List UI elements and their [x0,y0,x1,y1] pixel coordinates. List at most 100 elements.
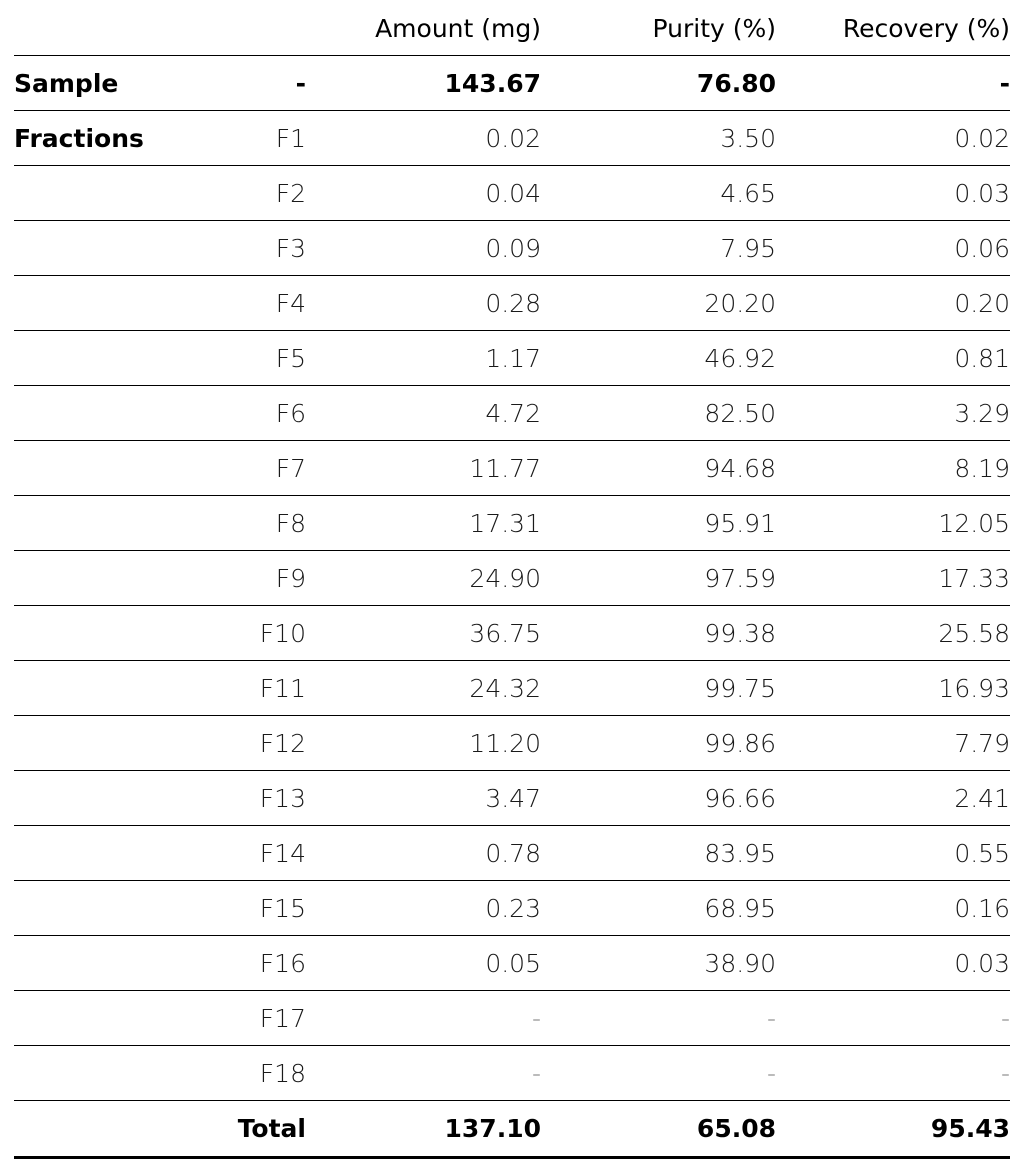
row-group-cell [14,275,174,331]
total-amount: 137.10 [306,1100,541,1159]
sample-amount: 143.67 [306,55,541,111]
recovery-cell: 0.20 [776,275,1010,331]
table-row: F7 11.77 94.68 8.19 [14,440,1010,496]
table-row: F10 36.75 99.38 25.58 [14,605,1010,661]
amount-cell: 24.32 [306,660,541,716]
recovery-cell: - [776,1045,1010,1101]
purity-cell: 99.86 [541,715,776,771]
header-purity: Purity (%) [541,0,776,56]
recovery-cell: 0.03 [776,165,1010,221]
fraction-cell: F18 [174,1045,306,1101]
recovery-cell: 3.29 [776,385,1010,441]
recovery-cell: 2.41 [776,770,1010,826]
recovery-cell: 8.19 [776,440,1010,496]
row-group-cell [14,330,174,386]
fraction-cell: F12 [174,715,306,771]
recovery-cell: 0.81 [776,330,1010,386]
row-group-cell [14,165,174,221]
row-group-cell [14,660,174,716]
purity-cell: 99.38 [541,605,776,661]
table-row: F18- - - [14,1045,1010,1101]
recovery-cell: 0.03 [776,935,1010,991]
fraction-cell: F10 [174,605,306,661]
purity-cell: 95.91 [541,495,776,551]
amount-cell: 36.75 [306,605,541,661]
purity-cell: 97.59 [541,550,776,606]
row-group-cell [14,825,174,881]
amount-cell: 11.77 [306,440,541,496]
amount-cell: 0.28 [306,275,541,331]
row-group-cell [14,880,174,936]
amount-cell: 3.47 [306,770,541,826]
table-row: Fractions F1 0.02 3.50 0.02 [14,110,1010,166]
recovery-cell: 7.79 [776,715,1010,771]
header-amount: Amount (mg) [306,0,541,56]
recovery-cell: 0.06 [776,220,1010,276]
amount-cell: 0.05 [306,935,541,991]
fraction-cell: F15 [174,880,306,936]
header-blank-1 [14,0,174,56]
amount-cell: 0.78 [306,825,541,881]
recovery-cell: - [776,990,1010,1046]
fraction-cell: F4 [174,275,306,331]
fraction-cell: F11 [174,660,306,716]
purity-cell: 83.95 [541,825,776,881]
sample-fraction: - [174,55,306,111]
purity-cell: 96.66 [541,770,776,826]
purity-cell: 99.75 [541,660,776,716]
fraction-cell: F17 [174,990,306,1046]
amount-cell: 11.20 [306,715,541,771]
row-group-cell [14,440,174,496]
table-row: F3 0.09 7.95 0.06 [14,220,1010,276]
table-row: F6 4.72 82.50 3.29 [14,385,1010,441]
sample-row: Sample - 143.67 76.80 - [14,55,1010,111]
purity-cell: - [541,1045,776,1101]
row-group-cell [14,550,174,606]
total-purity: 65.08 [541,1100,776,1159]
recovery-cell: 12.05 [776,495,1010,551]
purity-cell: 46.92 [541,330,776,386]
row-group-cell [14,495,174,551]
row-group-cell [14,605,174,661]
amount-cell: 24.90 [306,550,541,606]
table-row: F13 3.47 96.66 2.41 [14,770,1010,826]
header-row: Amount (mg) Purity (%) Recovery (%) [14,0,1010,56]
row-group-cell [14,220,174,276]
fractions-label: Fractions [14,110,174,166]
recovery-cell: 0.02 [776,110,1010,166]
purity-cell: - [541,990,776,1046]
table-row: F8 17.31 95.91 12.05 [14,495,1010,551]
table-row: F14 0.78 83.95 0.55 [14,825,1010,881]
fraction-cell: F9 [174,550,306,606]
fraction-cell: F8 [174,495,306,551]
amount-cell: - [306,990,541,1046]
fraction-cell: F7 [174,440,306,496]
table-header: Amount (mg) Purity (%) Recovery (%) [14,0,1010,56]
row-group-cell [14,935,174,991]
fraction-cell: F16 [174,935,306,991]
sample-recovery: - [776,55,1010,111]
amount-cell: 4.72 [306,385,541,441]
results-table-container: Amount (mg) Purity (%) Recovery (%) Samp… [14,0,1010,1159]
fraction-cell: F5 [174,330,306,386]
purity-cell: 82.50 [541,385,776,441]
table-row: F15 0.23 68.95 0.16 [14,880,1010,936]
recovery-cell: 16.93 [776,660,1010,716]
row-group-cell [14,770,174,826]
table-row: F2 0.04 4.65 0.03 [14,165,1010,221]
row-group-cell [14,385,174,441]
purity-cell: 94.68 [541,440,776,496]
sample-purity: 76.80 [541,55,776,111]
purification-results-table: Amount (mg) Purity (%) Recovery (%) Samp… [14,0,1010,1159]
purity-cell: 20.20 [541,275,776,331]
table-body: Sample - 143.67 76.80 - Fractions F1 0.02 3… [14,55,1010,1159]
total-label: Total [174,1100,306,1159]
table-row: F4 0.28 20.20 0.20 [14,275,1010,331]
fraction-cell: F13 [174,770,306,826]
row-group-cell [14,715,174,771]
purity-cell: 3.50 [541,110,776,166]
row-group-cell [14,990,174,1046]
fraction-cell: F14 [174,825,306,881]
fraction-cell: F6 [174,385,306,441]
table-row: F5 1.17 46.92 0.81 [14,330,1010,386]
